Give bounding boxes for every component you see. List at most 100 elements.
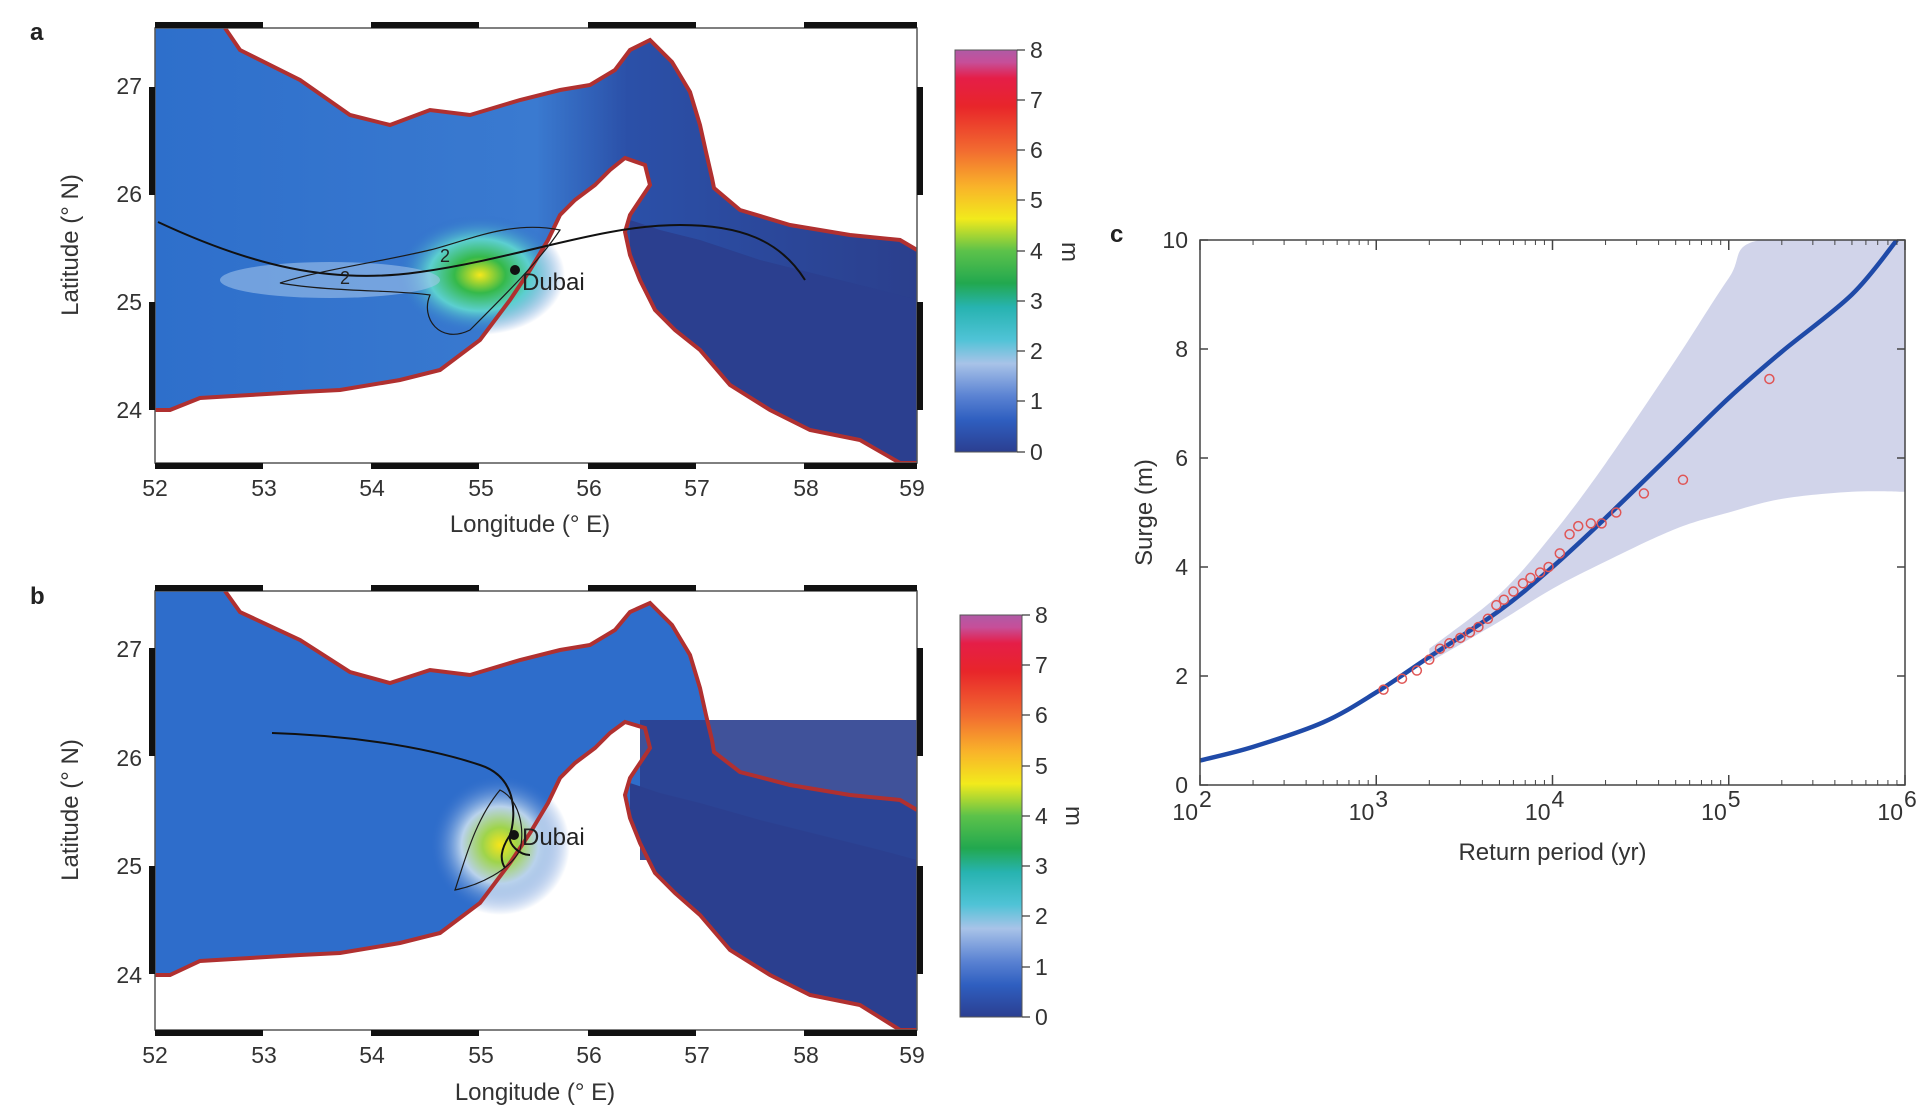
svg-text:0: 0 (1035, 1004, 1048, 1030)
svg-text:6: 6 (1030, 137, 1043, 163)
observation-point (1517, 578, 1529, 589)
xlabel-a: Longitude (° E) (450, 511, 610, 538)
svg-text:54: 54 (359, 1042, 385, 1068)
observation-point (1596, 518, 1607, 529)
lat-ticks-a: 27 26 25 24 (116, 73, 142, 423)
dubai-marker-b (509, 830, 519, 840)
observation-point (1396, 673, 1408, 684)
observation-point (1455, 632, 1466, 644)
svg-text:6: 6 (1035, 702, 1048, 728)
storm-track-b (271, 732, 531, 869)
svg-text:54: 54 (359, 475, 385, 501)
observation-point (1554, 548, 1566, 559)
city-label-b: Dubai (522, 824, 585, 851)
observation-point (1444, 638, 1455, 649)
svg-text:58: 58 (793, 475, 819, 501)
svg-text:26: 26 (116, 181, 142, 207)
fit-curve (1200, 240, 1899, 763)
contour-label-a2: 2 (440, 246, 450, 266)
svg-text:3: 3 (1030, 288, 1043, 314)
colorbar-a: 8 7 6 5 4 3 2 1 0 (954, 37, 1043, 465)
x-tick-label: 10 (1877, 799, 1903, 825)
svg-text:25: 25 (116, 289, 142, 315)
observation-point (1564, 529, 1575, 540)
svg-text:56: 56 (576, 475, 602, 501)
map-b (155, 591, 917, 1030)
svg-text:1: 1 (1030, 388, 1043, 414)
y-tick-label: 10 (1162, 227, 1188, 253)
contour-b (454, 789, 523, 891)
contour-2m-a (279, 226, 561, 335)
svg-text:53: 53 (251, 475, 277, 501)
svg-text:24: 24 (116, 962, 142, 988)
colorbar-label-a: m (1056, 242, 1083, 262)
svg-text:27: 27 (116, 73, 142, 99)
x-tick-label: 10 (1349, 799, 1375, 825)
observation-point (1611, 507, 1622, 518)
svg-text:25: 25 (116, 853, 142, 879)
surge-footprint-a (395, 215, 565, 335)
svg-text:59: 59 (899, 475, 925, 501)
observation-point (1464, 627, 1476, 638)
svg-text:58: 58 (793, 1042, 819, 1068)
svg-text:5: 5 (1030, 187, 1043, 213)
colorbar-label-b: m (1060, 806, 1087, 826)
svg-text:8: 8 (1035, 602, 1048, 628)
svg-text:59: 59 (899, 1042, 925, 1068)
svg-text:0: 0 (1030, 439, 1043, 465)
storm-track-a (157, 221, 806, 281)
map-a (155, 28, 917, 463)
svg-text:7: 7 (1035, 652, 1048, 678)
map-frame-ticks-a (149, 22, 923, 469)
svg-text:7: 7 (1030, 87, 1043, 113)
confidence-band (1429, 240, 1905, 663)
lat-ticks-b: 27 26 25 24 (116, 636, 142, 988)
svg-text:52: 52 (142, 475, 168, 501)
dubai-marker-a (510, 265, 520, 275)
observation-point (1411, 665, 1423, 676)
observation-point (1424, 654, 1435, 665)
observation-point (1585, 518, 1597, 529)
observation-point (1543, 561, 1554, 573)
y-tick-label: 2 (1175, 663, 1188, 689)
plot-c-clip (1200, 240, 1905, 763)
svg-text:2: 2 (1030, 338, 1043, 364)
svg-text:24: 24 (116, 397, 142, 423)
svg-text:55: 55 (468, 475, 494, 501)
svg-text:5: 5 (1035, 753, 1048, 779)
xlabel-b: Longitude (° E) (455, 1079, 615, 1106)
observation-point (1534, 567, 1546, 578)
coastline-b (223, 591, 917, 812)
svg-text:55: 55 (468, 1042, 494, 1068)
svg-text:52: 52 (142, 1042, 168, 1068)
panel-label-c: c (1110, 221, 1123, 248)
svg-text:4: 4 (1030, 238, 1043, 264)
observation-point (1473, 621, 1484, 633)
svg-text:4: 4 (1035, 803, 1048, 829)
observation-point (1508, 586, 1519, 597)
y-tick-label: 0 (1175, 772, 1188, 798)
svg-text:53: 53 (251, 1042, 277, 1068)
y-tick-label: 6 (1175, 445, 1188, 471)
gulf-of-oman-water-a (630, 220, 917, 463)
surge-footprint-b (430, 775, 570, 915)
colorbar-b: 8 7 6 5 4 3 2 1 0 (959, 602, 1048, 1030)
observation-point (1482, 613, 1494, 625)
svg-text:26: 26 (116, 745, 142, 771)
x-tick-exponent: 5 (1728, 786, 1741, 812)
observation-point (1677, 474, 1689, 486)
x-tick-label: 10 (1172, 799, 1198, 825)
x-tick-exponent: 6 (1904, 786, 1917, 812)
x-tick-exponent: 2 (1199, 786, 1212, 812)
observation-point (1498, 594, 1510, 605)
lon-ticks-a: 52 53 54 55 56 57 58 59 (142, 475, 925, 501)
observation-point (1638, 488, 1650, 499)
observation-point (1378, 684, 1389, 695)
x-tick-label: 10 (1701, 799, 1727, 825)
x-tick-label: 10 (1525, 799, 1551, 825)
city-label-a: Dubai (522, 269, 585, 296)
map-frame-ticks-b (149, 585, 923, 1036)
svg-text:56: 56 (576, 1042, 602, 1068)
